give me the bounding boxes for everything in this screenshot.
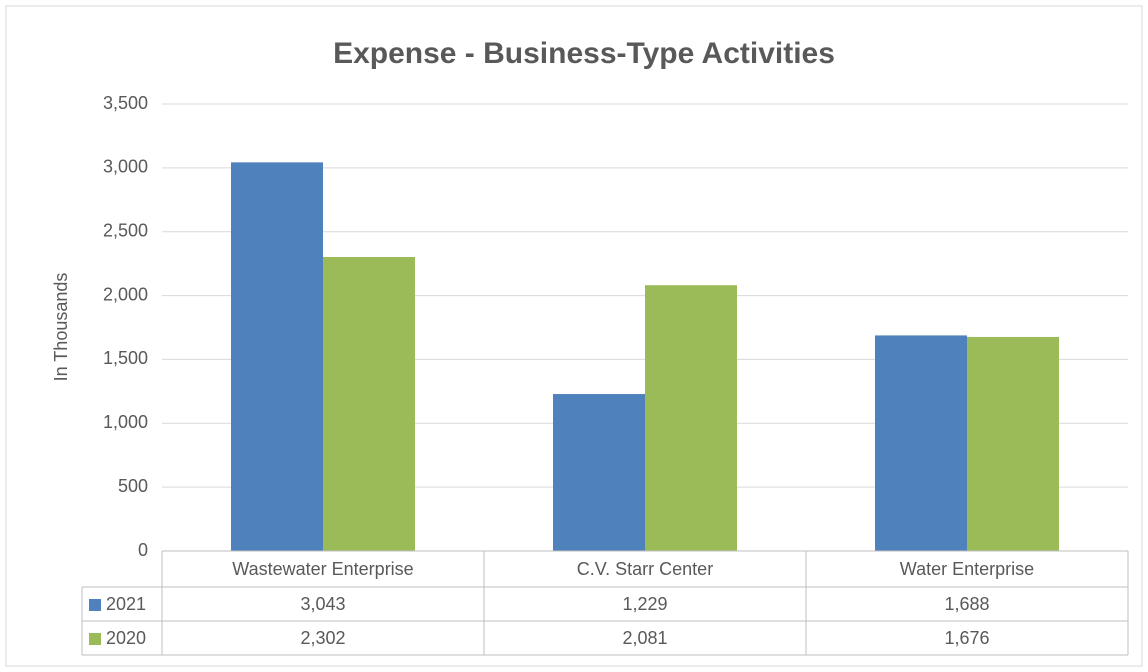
table-value: 1,688 xyxy=(944,594,989,614)
y-tick-label: 2,500 xyxy=(103,220,148,240)
x-tick-label: C.V. Starr Center xyxy=(577,559,713,579)
legend-key xyxy=(89,633,101,645)
x-tick-label: Wastewater Enterprise xyxy=(232,559,413,579)
bar xyxy=(967,336,1059,551)
x-tick-label: Water Enterprise xyxy=(900,559,1034,579)
bar xyxy=(231,162,323,552)
chart-title: Expense - Business-Type Activities xyxy=(333,37,835,70)
bar xyxy=(553,394,645,551)
legend-label: 2021 xyxy=(106,594,146,614)
y-tick-label: 1,000 xyxy=(103,412,148,432)
y-tick-label: 1,500 xyxy=(103,348,148,368)
bar xyxy=(323,257,415,551)
table-value: 2,302 xyxy=(300,628,345,648)
y-tick-label: 3,000 xyxy=(103,157,148,177)
y-tick-label: 500 xyxy=(118,476,148,496)
y-axis-label: In Thousands xyxy=(51,273,71,382)
table-value: 2,081 xyxy=(622,628,667,648)
legend-label: 2020 xyxy=(106,628,146,648)
table-value: 3,043 xyxy=(300,594,345,614)
y-tick-label: 0 xyxy=(138,540,148,560)
table-value: 1,676 xyxy=(944,628,989,648)
bar xyxy=(645,285,737,551)
legend-key xyxy=(89,599,101,611)
bar xyxy=(875,335,967,551)
table-value: 1,229 xyxy=(622,594,667,614)
y-tick-label: 3,500 xyxy=(103,93,148,113)
y-tick-label: 2,000 xyxy=(103,284,148,304)
